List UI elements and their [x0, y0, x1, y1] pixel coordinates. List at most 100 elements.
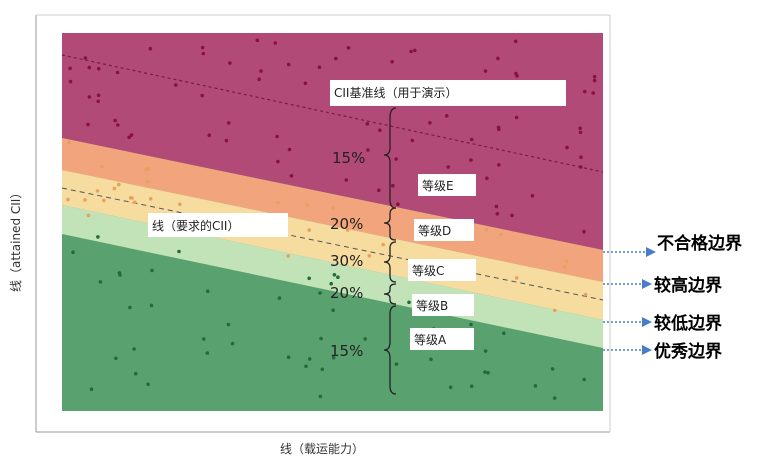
- data-point: [591, 91, 595, 95]
- data-point: [127, 135, 131, 140]
- data-point: [224, 138, 229, 143]
- bracket-d: [383, 207, 397, 241]
- data-point: [89, 387, 94, 392]
- data-point: [307, 276, 312, 281]
- data-point: [307, 357, 312, 361]
- data-point: [96, 99, 100, 104]
- y-axis-title: 线（attained CII）: [9, 187, 23, 292]
- data-point: [553, 308, 557, 313]
- x-axis-title: 线（载运能力）: [280, 442, 364, 456]
- data-point: [87, 95, 92, 99]
- percent-b: 20%: [330, 284, 363, 302]
- data-point: [514, 115, 519, 120]
- data-point: [331, 355, 336, 360]
- data-point: [304, 364, 308, 369]
- data-point: [317, 65, 322, 69]
- data-point: [112, 186, 117, 191]
- data-point: [363, 337, 368, 341]
- percent-c: 30%: [330, 252, 363, 270]
- grade-c-box: [408, 259, 476, 281]
- data-point: [226, 322, 231, 327]
- data-point: [277, 296, 282, 300]
- bracket-a: [383, 305, 397, 395]
- data-point: [259, 69, 263, 73]
- data-point: [177, 249, 181, 254]
- data-point: [96, 93, 101, 98]
- baseline-label-box: [330, 80, 566, 106]
- band-d: [62, 138, 603, 282]
- data-point: [514, 276, 519, 280]
- data-point: [413, 48, 417, 53]
- baseline-dashed-line: [61, 54, 604, 173]
- data-point: [318, 291, 322, 295]
- data-point: [410, 138, 415, 143]
- grade-a-box: [410, 328, 474, 350]
- grade-e-box: [418, 174, 476, 196]
- data-point: [377, 188, 381, 192]
- data-point: [578, 126, 582, 131]
- percent-e: 15%: [332, 149, 365, 167]
- data-point: [68, 79, 73, 84]
- data-point: [446, 165, 451, 169]
- bracket-c: [383, 241, 397, 283]
- data-point: [510, 213, 514, 218]
- data-point: [351, 223, 356, 227]
- data-point: [86, 213, 91, 218]
- percent-d: 20%: [330, 215, 363, 233]
- data-point: [502, 331, 506, 336]
- data-point: [579, 155, 583, 159]
- data-point: [320, 367, 325, 372]
- boundary-label-4: 优秀边界: [654, 341, 722, 362]
- data-point: [133, 371, 138, 376]
- data-point: [331, 308, 335, 313]
- data-point: [174, 83, 178, 87]
- data-point: [276, 159, 280, 164]
- data-point: [200, 93, 204, 98]
- data-point: [319, 336, 323, 341]
- data-point: [331, 206, 335, 210]
- data-point: [564, 259, 569, 264]
- data-point: [334, 56, 338, 61]
- data-point: [287, 147, 292, 152]
- arrow-head-3: [642, 317, 652, 327]
- data-point: [578, 165, 583, 169]
- grade-d-label: 等级D: [418, 224, 451, 238]
- grade-e-label: 等级E: [422, 179, 454, 193]
- data-point: [428, 121, 432, 125]
- data-point: [257, 77, 262, 82]
- data-point: [66, 197, 70, 202]
- grade-b-box: [412, 294, 474, 316]
- boundary-label-1: 不合格边界: [657, 233, 742, 254]
- data-point: [132, 200, 137, 205]
- data-point: [378, 128, 382, 132]
- data-point: [565, 145, 569, 150]
- data-point: [486, 371, 490, 375]
- data-point: [396, 202, 400, 206]
- data-point: [592, 78, 597, 83]
- data-point: [144, 167, 148, 172]
- data-point: [469, 322, 473, 327]
- data-point: [381, 242, 386, 247]
- data-point: [289, 174, 294, 178]
- data-point: [391, 184, 395, 188]
- data-point: [346, 46, 351, 50]
- data-point: [583, 89, 587, 94]
- data-point: [255, 38, 260, 43]
- grade-b-label: 等级B: [416, 299, 448, 313]
- boundary-arrows: [603, 247, 656, 355]
- data-point: [230, 341, 235, 346]
- data-point: [102, 198, 106, 203]
- grade-d-box: [414, 219, 474, 241]
- data-point: [128, 305, 132, 310]
- data-point: [228, 61, 232, 65]
- data-point: [496, 56, 500, 61]
- data-point: [329, 281, 334, 286]
- data-point: [485, 176, 489, 181]
- grade-a-label: 等级A: [414, 333, 447, 347]
- data-point: [202, 337, 206, 341]
- data-point: [83, 56, 88, 60]
- data-point: [469, 158, 473, 162]
- data-point: [394, 362, 399, 366]
- data-point: [149, 303, 154, 308]
- data-point: [305, 203, 310, 207]
